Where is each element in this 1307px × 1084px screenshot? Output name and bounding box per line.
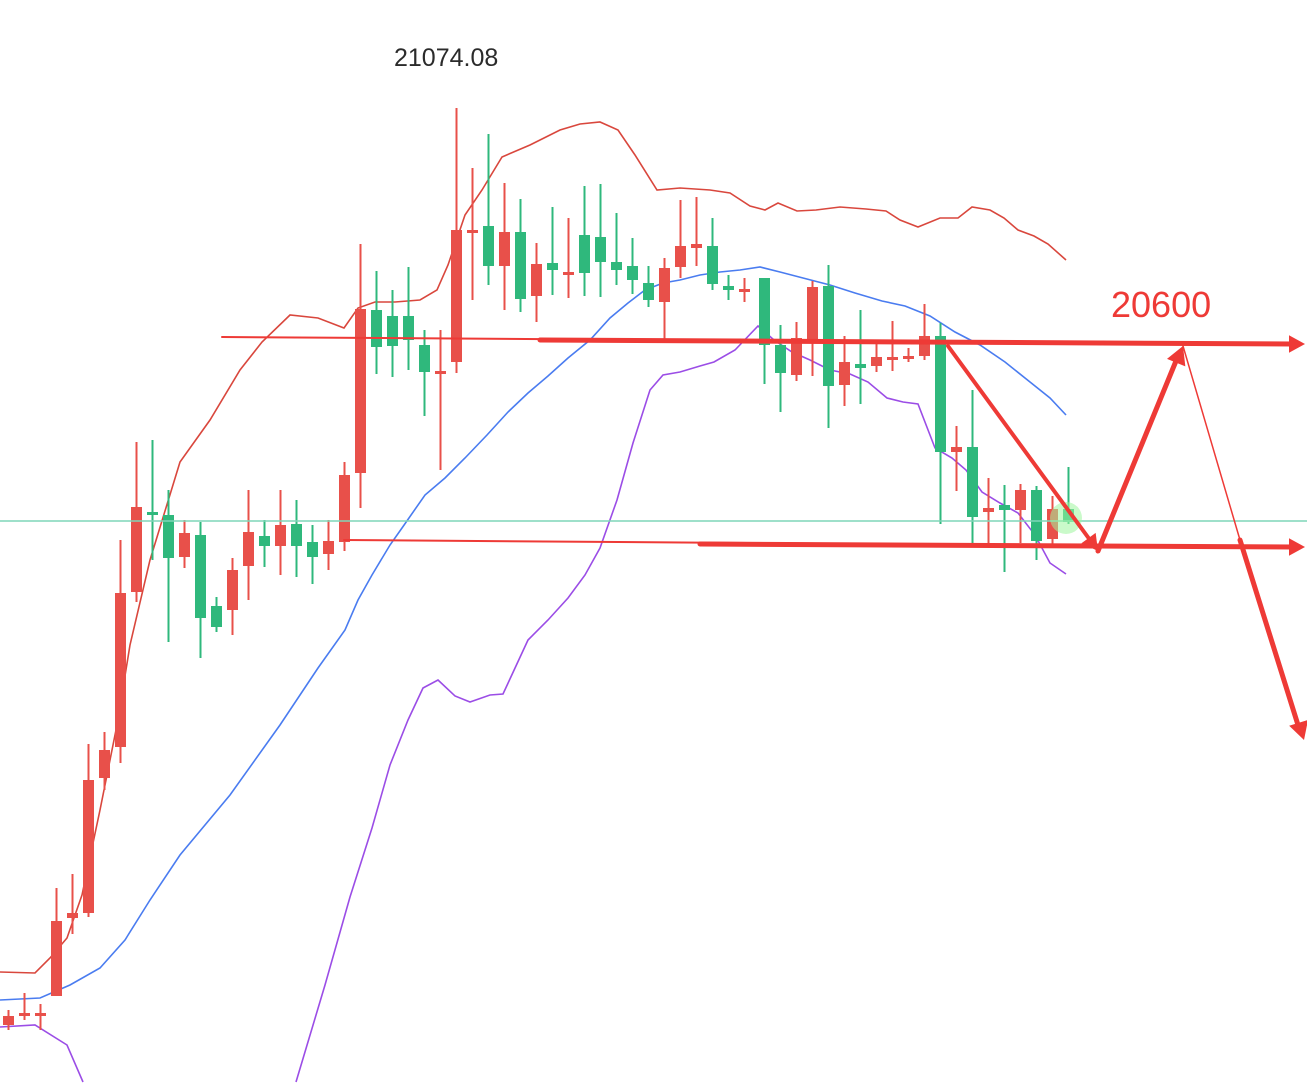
candle-up	[51, 921, 62, 996]
candle-down	[307, 542, 318, 557]
candle-down	[211, 606, 222, 627]
candle-up	[35, 1013, 46, 1016]
candle-down	[147, 512, 158, 515]
candle-up	[691, 244, 702, 248]
up-arrowhead	[1167, 346, 1186, 367]
fall-arrow-line	[1237, 537, 1301, 728]
target-price-label: 20600	[1111, 284, 1212, 325]
candle-up	[83, 780, 94, 913]
candle-up	[903, 356, 914, 359]
candle-down	[259, 536, 270, 546]
candle-up	[531, 264, 542, 296]
latest-price-glow	[1050, 502, 1082, 534]
candle-up	[499, 232, 510, 266]
candle-up	[99, 750, 110, 778]
candle-up	[451, 230, 462, 362]
candle-up	[563, 272, 574, 275]
candle-down	[823, 286, 834, 386]
candle-up	[951, 447, 962, 452]
candle-up	[807, 287, 818, 340]
peak-price-label: 21074.08	[394, 44, 499, 72]
candle-down	[999, 505, 1010, 510]
resistance-arrowhead	[1289, 335, 1305, 353]
candle-up	[339, 475, 350, 542]
resistance-line	[537, 337, 1296, 347]
candle-down	[707, 246, 718, 284]
candle-down	[1031, 490, 1042, 541]
candle-down	[627, 266, 638, 280]
support-arrowhead	[1289, 538, 1305, 556]
candle-down	[419, 345, 430, 372]
candle-up	[227, 570, 238, 610]
bollinger-lower-line	[295, 324, 1067, 1083]
candle-down	[547, 263, 558, 270]
candle-down	[515, 232, 526, 299]
candle-up	[919, 336, 930, 356]
candle-up	[435, 371, 446, 374]
candle-up	[275, 525, 286, 546]
candle-up	[67, 913, 78, 918]
candle-down	[483, 226, 494, 266]
candle-down	[855, 364, 866, 368]
candle-down	[387, 316, 398, 346]
candle-down	[163, 515, 174, 558]
candle-up	[1015, 490, 1026, 510]
candle-up	[659, 268, 670, 302]
candles	[3, 108, 1074, 1030]
candle-down	[403, 316, 414, 340]
candle-down	[579, 235, 590, 273]
candle-down	[595, 237, 606, 262]
candle-up	[675, 246, 686, 267]
candle-up	[467, 230, 478, 233]
candle-down	[195, 535, 206, 618]
candle-down	[371, 310, 382, 347]
candle-up	[19, 1013, 30, 1016]
candle-up	[3, 1016, 14, 1025]
candle-up	[839, 362, 850, 385]
bollinger-upper-line	[0, 121, 1067, 974]
support-line	[697, 541, 1296, 550]
down-arrow-line	[946, 344, 1092, 542]
candle-up	[739, 289, 750, 292]
down-arrowhead	[1081, 532, 1098, 551]
fall-arrowhead	[1289, 720, 1307, 740]
candle-down	[643, 283, 654, 300]
candle-up	[243, 532, 254, 566]
bollinger-middle-line	[0, 266, 1067, 1001]
candle-up	[323, 541, 334, 554]
candle-up	[355, 309, 366, 473]
candle-down	[775, 345, 786, 373]
candle-down	[935, 336, 946, 452]
bollinger-bands	[0, 121, 1067, 1083]
candle-up	[983, 508, 994, 512]
annotation-overlay	[0, 335, 1307, 740]
candle-down	[967, 447, 978, 517]
candle-up	[871, 357, 882, 366]
candle-down	[611, 262, 622, 270]
candle-up	[791, 338, 802, 375]
candle-up	[179, 533, 190, 557]
bollinger-lower-line	[0, 1024, 84, 1083]
candle-down	[291, 524, 302, 546]
candle-down	[723, 286, 734, 290]
up-arrow-line	[1095, 358, 1179, 554]
candle-up	[131, 507, 142, 592]
candle-up	[115, 593, 126, 747]
candle-up	[887, 357, 898, 360]
fall-thin-line	[1182, 345, 1241, 541]
candle-down	[759, 278, 770, 345]
